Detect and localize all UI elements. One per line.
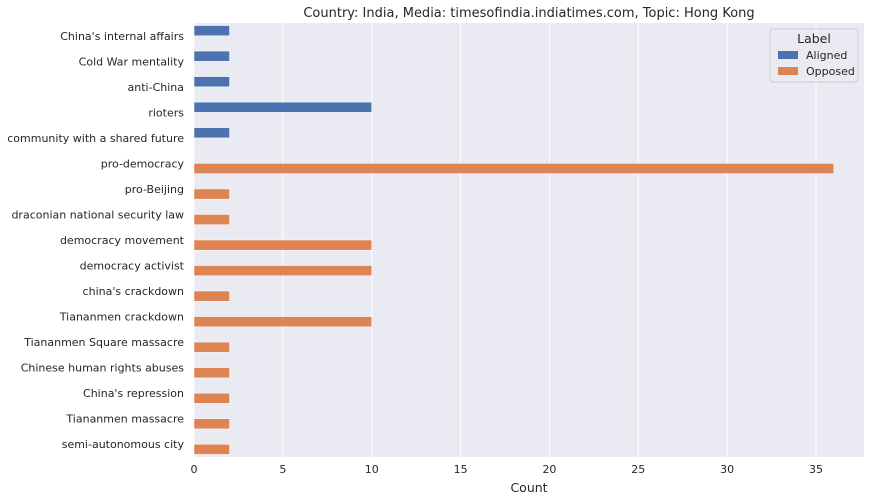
y-tick-label: china's crackdown [83,285,184,298]
y-tick-label: community with a shared future [7,132,184,145]
bar-aligned-china-s-internal-affairs [193,25,230,37]
x-tick-labels: 0 5 10 15 20 25 30 35 [191,463,824,476]
bar-aligned-anti-china [193,76,230,88]
legend-title: Label [797,31,831,46]
bar-opposed-tiananmen-square-massacre [193,341,230,353]
y-tick-label: anti-China [128,81,184,94]
bar-opposed-china-s-repression [193,392,230,404]
y-tick-label: democracy activist [80,260,185,273]
bar-opposed-pro-democracy [193,163,835,174]
legend-label-aligned: Aligned [806,49,847,62]
legend: Label Aligned Opposed [769,28,859,83]
y-tick-label: Cold War mentality [79,55,185,68]
y-tick-label: China's repression [83,387,184,400]
y-tick-labels: China's internal affairs Cold War mentali… [7,30,184,451]
y-tick-label: draconian national security law [11,208,184,221]
legend-swatch-opposed [778,67,798,75]
legend-swatch-aligned [778,51,798,59]
y-tick-label: pro-Beijing [125,183,184,196]
bar-opposed-tiananmen-massacre [193,418,230,430]
chart-title: Country: India, Media: timesofindia.indi… [303,6,754,21]
y-tick-label: pro-democracy [101,157,185,170]
bar-opposed-tiananmen-crackdown [193,316,372,328]
bar-opposed-chinese-human-rights-abuses [193,367,230,379]
y-tick-label: Chinese human rights abuses [21,362,185,375]
legend-label-opposed: Opposed [806,65,855,78]
x-tick-label: 10 [365,463,379,476]
y-tick-label: semi-autonomous city [62,438,185,451]
bar-opposed-democracy-activist [193,265,372,276]
bar-opposed-semi-autonomous-city [193,443,230,455]
bar-aligned-cold-war-mentality [193,50,230,62]
y-tick-label: democracy movement [60,234,185,247]
bar-opposed-democracy-movement [193,239,372,251]
x-tick-label: 30 [720,463,734,476]
bar-aligned-community-with-a-shared-future [193,127,230,139]
bars [193,25,835,455]
y-tick-label: China's internal affairs [60,30,184,43]
y-tick-label: Tiananmen Square massacre [23,336,184,349]
x-tick-label: 35 [809,463,823,476]
x-tick-label: 5 [279,463,286,476]
bar-opposed-china-s-crackdown [193,290,230,302]
y-tick-label: Tiananmen crackdown [59,311,184,324]
y-tick-label: Tiananmen massacre [65,413,184,426]
x-tick-label: 25 [631,463,645,476]
x-axis-label: Count [510,480,547,495]
bar-aligned-rioters [193,101,372,113]
y-tick-label: rioters [148,106,184,119]
x-tick-label: 15 [454,463,468,476]
x-tick-label: 0 [191,463,198,476]
x-tick-label: 20 [542,463,556,476]
bar-opposed-pro-beijing [193,188,230,200]
bar-opposed-draconian-national-security-law [193,214,230,225]
